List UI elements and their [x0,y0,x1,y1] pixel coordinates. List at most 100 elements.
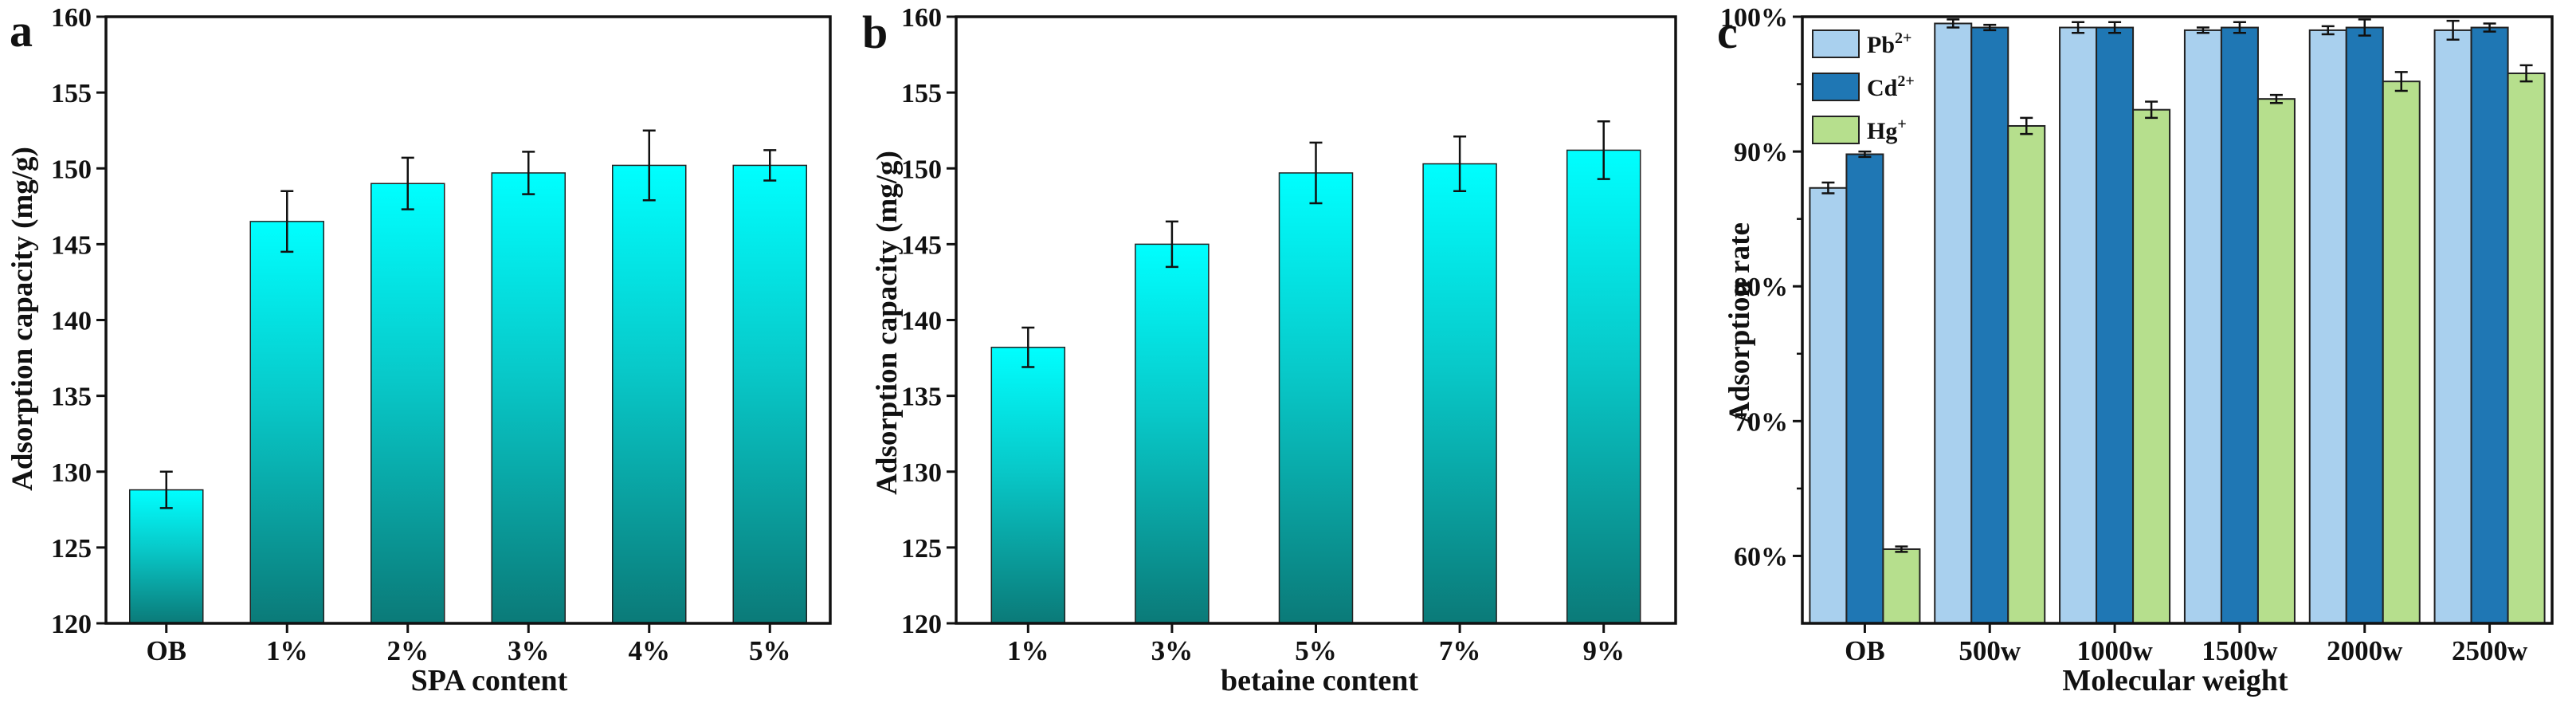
error-bar-5% [763,149,777,182]
chart-panel-c: c Adsorption rate Molecular weight OB 500… [1717,3,2554,697]
error-bar-2500w-Cd [2483,22,2496,33]
y-axis-label-b: Adsorption capacity (mg/g) [871,151,904,495]
y-axis-label-c: Adsorption rate [1723,222,1756,423]
bar-1500w-Pb [2183,29,2222,624]
error-bar-1% [280,190,294,253]
x-tick-label: 3% [508,635,550,666]
bar-500w-Cd [1970,26,2009,625]
x-tick-label: OB [1845,635,1885,666]
error-bar-2500w-Hg [2519,64,2533,83]
bar-1% [990,346,1066,624]
error-bar-1500w-Cd [2233,21,2246,34]
bar-2000w-Pb [2308,29,2347,624]
y-tick-label: 140 [901,307,942,336]
y-tick-label: 135 [51,383,92,412]
y-tick-label: 125 [901,534,942,564]
bar-3% [491,172,566,624]
error-bar-7% [1453,136,1467,193]
x-tick-label: 1500w [2202,635,2278,666]
panel-label-c: c [1717,6,1738,58]
y-axis-label-a: Adsorption capacity (mg/g) [6,147,39,491]
legend-swatch-Hg [1812,116,1860,144]
y-tick-label: 160 [51,3,92,33]
error-bar-500w-Cd [1983,23,1997,32]
chart-panel-a: a Adsorption capacity (mg/g) SPA content… [6,3,832,697]
x-axis-label-c: Molecular weight [2062,664,2288,697]
error-bar-3% [522,151,535,195]
bar-9% [1566,149,1641,624]
error-bar-OB-Cd [1858,150,1872,159]
bar-500w-Pb [1934,22,1973,624]
error-bar-3% [1165,220,1178,269]
error-bar-2000w-Pb [2321,25,2335,36]
x-tick-label: OB [146,635,186,666]
chart-panel-b: b Adsorption capacity (mg/g) betaine con… [862,3,1677,697]
legend-label-Cd: Cd2+ [1867,73,1915,101]
panel-label-a: a [10,5,33,57]
x-tick-label: 5% [1295,635,1337,666]
error-bar-1500w-Hg [2269,93,2283,104]
bar-7% [1422,163,1497,624]
bar-1500w-Hg [2256,98,2296,624]
bar-1% [249,221,324,624]
y-tick-label: 135 [901,383,942,412]
y-tick-label: 60% [1734,542,1788,571]
x-tick-label: 1% [266,635,308,666]
x-tick-label: 4% [629,635,671,666]
y-tick-label: 70% [1734,407,1788,437]
x-tick-label: 7% [1439,635,1481,666]
y-tick-label: 130 [901,458,942,488]
x-axis-label-b: betaine content [1221,664,1418,697]
x-tick-label: 500w [1958,635,2021,666]
error-bar-4% [642,129,656,202]
x-axis-label-a: SPA content [411,664,568,697]
y-tick-label: 145 [901,230,942,260]
plot-frame [955,15,1677,625]
y-tick-label: 120 [51,610,92,639]
y-tick-label: 145 [51,230,92,260]
error-bar-500w-Pb [1947,18,1960,29]
x-tick-label: 2500w [2452,635,2528,666]
legend-swatch-Pb [1812,29,1860,58]
error-bar-2% [401,156,414,210]
y-tick-label: 130 [51,458,92,488]
error-bar-1000w-Hg [2145,100,2158,120]
bar-1000w-Hg [2132,108,2171,625]
bar-OB-Cd [1845,153,1884,624]
bar-2500w-Cd [2470,26,2509,625]
bar-2500w-Hg [2507,73,2546,624]
plot-frame [1801,15,2554,625]
y-tick-label: 150 [51,155,92,184]
bar-5% [1278,172,1354,624]
bar-5% [732,164,807,624]
legend-swatch-Cd [1812,73,1860,101]
bar-2% [371,183,445,624]
y-tick-label: 125 [51,534,92,564]
error-bar-2000w-Cd [2358,18,2371,37]
legend-label-Hg: Hg+ [1867,116,1907,144]
bar-3% [1135,243,1210,624]
error-bar-1500w-Pb [2196,26,2209,34]
bar-OB-Hg [1882,548,1921,624]
legend: Pb2+ Cd2+ Hg+ [1812,29,1915,144]
plot-frame [104,15,832,625]
bar-1500w-Cd [2220,26,2259,625]
error-bar-2500w-Pb [2446,19,2460,41]
error-bar-OB-Hg [1895,545,1908,553]
bar-OB [129,489,204,624]
bar-500w-Hg [2007,124,2046,625]
bar-1000w-Pb [2059,26,2098,625]
bar-1000w-Cd [2096,26,2135,625]
x-tick-label: 1000w [2076,635,2153,666]
error-bar-1000w-Pb [2072,21,2085,34]
y-tick-label: 90% [1734,138,1788,167]
error-bar-OB [159,470,173,509]
y-tick-label: 160 [901,3,942,33]
legend-label-Pb: Pb2+ [1867,29,1911,58]
error-bar-5% [1309,141,1323,205]
x-tick-label: 2% [387,635,429,666]
y-tick-label: 150 [901,155,942,184]
bar-2000w-Cd [2345,26,2384,625]
x-tick-label: 9% [1582,635,1625,666]
x-tick-label: 2000w [2327,635,2403,666]
